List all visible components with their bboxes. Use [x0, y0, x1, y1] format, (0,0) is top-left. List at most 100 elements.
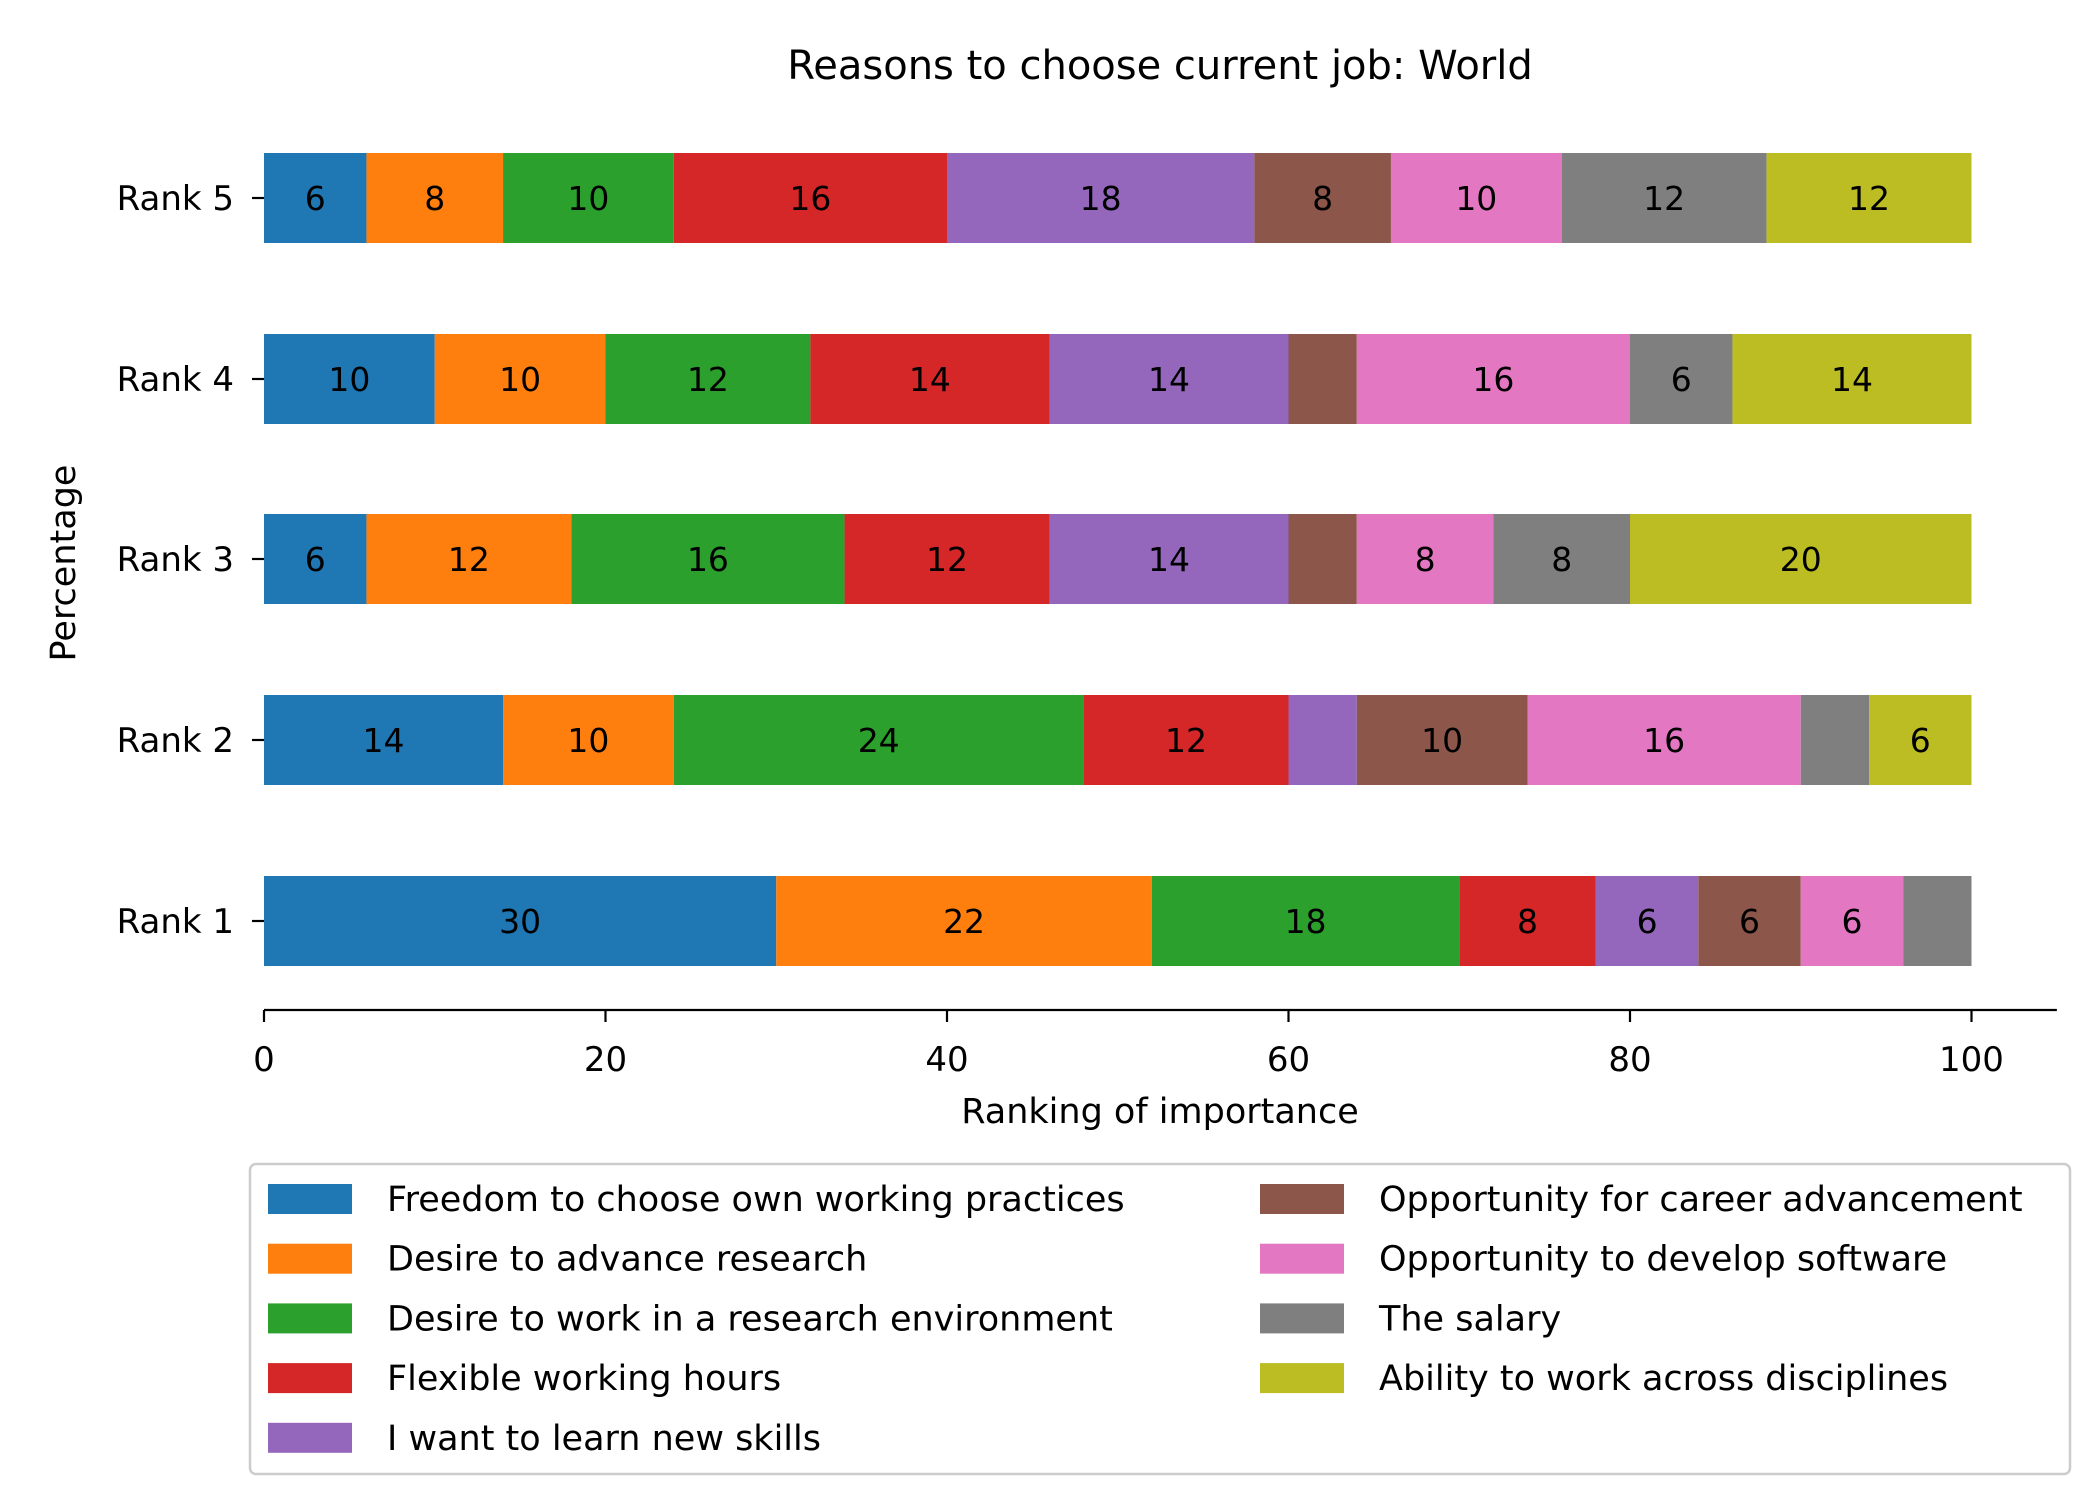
bar-value-label: 10 — [1455, 179, 1497, 218]
legend-swatch — [268, 1422, 352, 1453]
bar-segment — [1459, 876, 1596, 966]
bar-value-label: 6 — [1637, 902, 1658, 941]
legend-swatch — [268, 1184, 352, 1214]
legend-entry-label: I want to learn new skills — [387, 1419, 821, 1459]
bar-segment — [1390, 153, 1562, 243]
x-tick-label: 40 — [925, 1040, 968, 1080]
bar-segment — [844, 514, 1050, 604]
legend-frame — [248, 1162, 2072, 1476]
bar-segment — [1630, 514, 1972, 604]
legend-entry-label: Opportunity to develop software — [1379, 1240, 1947, 1280]
y-tick-label: Rank 3 — [117, 540, 234, 580]
bar-value-label: 16 — [687, 540, 729, 579]
bar-segment — [1630, 334, 1733, 424]
bar-value-label: 12 — [448, 540, 490, 579]
bar-value-label: 16 — [789, 179, 831, 218]
bar-value-label: 20 — [1780, 540, 1822, 579]
bar-value-label: 22 — [943, 902, 985, 941]
bar-value-label: 14 — [1148, 360, 1190, 399]
bar-value-label: 14 — [1148, 540, 1190, 579]
bar-value-label: 12 — [1848, 179, 1890, 218]
bar-value-label: 6 — [1910, 721, 1931, 760]
bar-segment — [571, 514, 845, 604]
bar-value-label: 8 — [1517, 902, 1538, 941]
y-tick-label: Rank 2 — [117, 721, 234, 761]
bar-segment — [264, 334, 435, 424]
legend-swatch — [1260, 1243, 1344, 1274]
bars-layer: 30 22 18 8 6 6 6 14 10 24 12 10 16 6 6 12 16 12 14 8 8 20 10 10… — [264, 153, 1972, 966]
bar-segment — [366, 153, 504, 243]
legend-swatch — [268, 1303, 352, 1334]
bar-segment — [1903, 876, 1972, 966]
axes-layer: 0 20 40 60 80 100 Rank 1 Rank 2 Rank 3 Rank 4 Rank… — [117, 179, 2057, 1080]
y-tick-label: Rank 5 — [117, 179, 234, 219]
bar-segment — [1356, 334, 1630, 424]
bar-value-label: 10 — [567, 179, 609, 218]
bar-value-label: 6 — [1671, 360, 1692, 399]
bar-value-label: 14 — [363, 721, 405, 760]
bar-value-label: 12 — [1643, 179, 1685, 218]
bar-segment — [264, 695, 504, 785]
bar-segment — [1595, 876, 1699, 966]
bar-segment — [1356, 695, 1528, 785]
bar-value-label: 6 — [1739, 902, 1760, 941]
legend-swatch — [268, 1363, 352, 1394]
bar-value-label: 18 — [1080, 179, 1122, 218]
legend-swatch — [1260, 1184, 1344, 1214]
y-tick-label: Rank 4 — [117, 360, 234, 400]
bar-segment — [1288, 334, 1357, 424]
x-tick-label: 20 — [584, 1040, 627, 1080]
y-tick-label: Rank 1 — [117, 902, 234, 942]
bar-segment — [1083, 695, 1289, 785]
bar-segment — [1561, 153, 1767, 243]
bar-segment — [1800, 695, 1870, 785]
x-tick-label: 0 — [253, 1040, 275, 1080]
bar-value-label: 12 — [1165, 721, 1207, 760]
bar-segment — [1151, 876, 1460, 966]
bar-segment — [810, 334, 1050, 424]
bar-segment — [1493, 514, 1630, 604]
bar-segment — [264, 514, 367, 604]
chart-title: Reasons to choose current job: World — [787, 43, 1532, 89]
bar-segment — [1766, 153, 1972, 243]
bar-segment — [776, 876, 1152, 966]
legend-entry-label: Flexible working hours — [387, 1359, 781, 1399]
bar-segment — [1288, 695, 1357, 785]
bar-segment — [264, 876, 777, 966]
bar-segment — [673, 153, 947, 243]
bar-value-label: 10 — [499, 360, 541, 399]
bar-segment — [1254, 153, 1391, 243]
bar-value-label: 12 — [926, 540, 968, 579]
bar-value-label: 10 — [328, 360, 370, 399]
bar-value-label: 14 — [1831, 360, 1873, 399]
legend-swatch — [1260, 1363, 1344, 1394]
x-tick-label: 60 — [1267, 1040, 1310, 1080]
legend: Freedom to choose own working practices D… — [248, 1162, 2072, 1476]
bar-segment — [503, 153, 674, 243]
bar-segment — [1527, 695, 1801, 785]
bar-segment — [264, 153, 367, 243]
bar-value-label: 8 — [1415, 540, 1436, 579]
x-tick-label: 100 — [1939, 1040, 2004, 1080]
bar-segment — [1049, 334, 1289, 424]
bar-value-label: 30 — [499, 902, 541, 941]
bar-value-label: 10 — [567, 721, 609, 760]
bar-segment — [366, 514, 572, 604]
legend-entry-label: Desire to advance research — [387, 1240, 867, 1280]
x-axis-label: Ranking of importance — [961, 1092, 1359, 1132]
bar-segment — [1049, 514, 1289, 604]
bar-value-label: 16 — [1472, 360, 1514, 399]
bar-segment — [503, 695, 674, 785]
bar-segment — [673, 695, 1084, 785]
legend-swatch — [1260, 1303, 1344, 1334]
bar-value-label: 8 — [1551, 540, 1572, 579]
bar-segment — [1732, 334, 1972, 424]
legend-swatch — [268, 1243, 352, 1274]
bar-segment — [605, 334, 811, 424]
bar-segment — [1698, 876, 1801, 966]
x-tick-label: 80 — [1608, 1040, 1651, 1080]
bar-segment — [1869, 695, 1972, 785]
bar-value-label: 8 — [424, 179, 445, 218]
bar-value-label: 12 — [687, 360, 729, 399]
